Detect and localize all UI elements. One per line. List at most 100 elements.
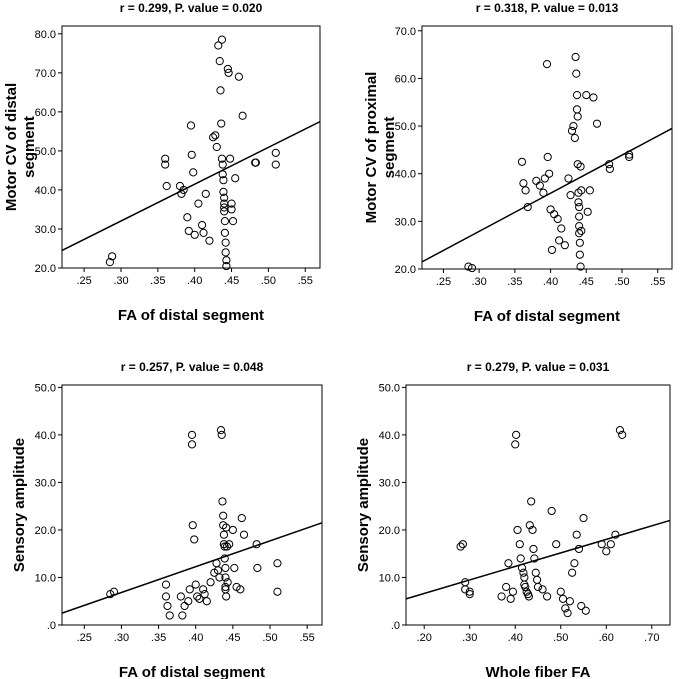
x-tick-label: .55 xyxy=(299,632,314,644)
data-point xyxy=(228,217,238,226)
data-point xyxy=(190,535,199,544)
data-point xyxy=(564,174,573,183)
data-point xyxy=(220,207,229,216)
data-point xyxy=(589,93,598,102)
data-point xyxy=(222,542,232,551)
data-point xyxy=(533,582,543,592)
data-point xyxy=(219,187,228,196)
x-tick-label: .50 xyxy=(262,632,277,644)
data-point xyxy=(183,213,192,222)
data-point xyxy=(251,158,260,167)
y-tick-label: .0 xyxy=(391,620,400,632)
data-point xyxy=(220,542,229,551)
data-point xyxy=(162,181,171,191)
chart-title: r = 0.279, P. value = 0.031 xyxy=(467,360,610,374)
data-point xyxy=(219,511,228,520)
data-point xyxy=(523,202,532,212)
data-point xyxy=(582,90,591,100)
chart-title: r = 0.299, P. value = 0.020 xyxy=(120,1,263,15)
data-point xyxy=(211,131,220,140)
data-point xyxy=(220,217,230,226)
data-point xyxy=(105,258,115,267)
panel-sensory-amplitude-distal: r = 0.257, P. value = 0.048 .25 .30 .35 .40.… xyxy=(11,360,323,679)
data-point xyxy=(574,198,583,207)
data-point xyxy=(221,563,230,573)
data-point xyxy=(611,530,620,539)
data-point xyxy=(212,142,221,152)
chart-title: r = 0.257, P. value = 0.048 xyxy=(121,360,264,374)
data-point xyxy=(209,133,218,142)
data-point xyxy=(199,228,208,237)
data-point xyxy=(528,525,537,535)
data-point xyxy=(506,594,515,603)
data-point xyxy=(605,160,614,169)
data-point xyxy=(215,57,224,66)
data-point xyxy=(552,540,561,549)
data-point xyxy=(517,563,527,573)
data-point xyxy=(566,191,575,200)
y-tick-label: 10.0 xyxy=(379,572,400,584)
data-point xyxy=(572,530,581,539)
data-point xyxy=(177,189,186,198)
x-tick-label: .30 xyxy=(114,632,129,644)
data-point xyxy=(234,72,244,81)
data-point xyxy=(572,90,582,100)
data-point xyxy=(545,169,554,178)
data-point xyxy=(219,530,229,539)
data-point xyxy=(561,604,570,613)
data-point xyxy=(602,547,611,556)
data-point xyxy=(615,426,625,435)
data-point xyxy=(579,513,588,523)
x-tick-label: .70 xyxy=(644,632,659,644)
data-point xyxy=(605,164,614,174)
y-tick-label: 20.0 xyxy=(35,525,56,537)
x-tick-label: .35 xyxy=(150,275,165,287)
data-point xyxy=(574,188,583,197)
data-point xyxy=(567,126,577,135)
data-point xyxy=(569,121,578,131)
y-axis-label: Motor CV of distal xyxy=(3,83,20,211)
data-point xyxy=(575,238,584,247)
x-tick-label: .25 xyxy=(76,275,91,287)
data-point xyxy=(205,236,214,245)
data-point xyxy=(228,525,237,535)
data-point xyxy=(185,585,194,594)
data-point xyxy=(223,64,232,74)
data-point xyxy=(187,150,196,159)
regression-line xyxy=(421,127,673,263)
data-point xyxy=(557,224,566,233)
data-point xyxy=(227,205,236,214)
data-point xyxy=(464,262,473,271)
plot-area xyxy=(405,384,671,626)
data-point xyxy=(625,150,634,159)
x-tick-label: .30 xyxy=(471,276,486,288)
data-point xyxy=(161,580,171,589)
data-point xyxy=(221,248,230,257)
data-point xyxy=(218,160,227,169)
y-axis-label: segment xyxy=(381,117,398,179)
y-tick-label: 60.0 xyxy=(395,73,416,85)
x-tick-label: .40 xyxy=(508,632,523,644)
data-point xyxy=(184,597,193,606)
x-tick-label: .30 xyxy=(113,275,128,287)
y-tick-label: .0 xyxy=(47,620,56,632)
data-point xyxy=(223,578,232,587)
data-point xyxy=(556,587,565,596)
data-point xyxy=(515,540,524,549)
y-axis-label: Motor CV of proximal xyxy=(363,72,380,224)
data-point xyxy=(560,241,569,250)
y-tick-label: 50.0 xyxy=(395,121,416,133)
data-point xyxy=(540,174,549,183)
data-point xyxy=(186,121,196,130)
data-point xyxy=(565,597,574,606)
data-point xyxy=(581,606,590,615)
data-point xyxy=(542,60,552,69)
data-point xyxy=(573,112,582,121)
y-tick-label: 50.0 xyxy=(379,382,400,394)
data-point xyxy=(253,563,262,573)
data-point xyxy=(219,176,228,185)
data-point xyxy=(577,186,586,195)
x-tick-label: .35 xyxy=(151,632,166,644)
data-point xyxy=(161,160,170,169)
data-point xyxy=(572,69,581,78)
